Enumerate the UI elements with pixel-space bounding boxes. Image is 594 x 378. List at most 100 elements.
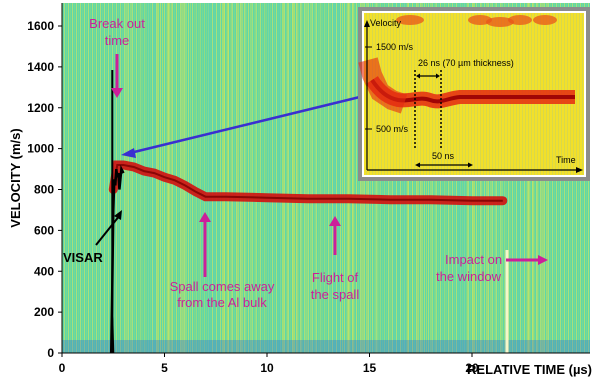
texture-band <box>194 3 197 353</box>
texture-band <box>315 3 316 353</box>
visar-arrowhead <box>114 210 122 220</box>
inset-blob <box>396 15 424 25</box>
inset-ramp-band <box>358 57 408 114</box>
y-tick-label: 600 <box>34 223 54 237</box>
visar-base-marks <box>110 316 115 353</box>
texture-band <box>231 3 232 353</box>
y-tick-label: 1000 <box>27 142 54 156</box>
x-tick-label: 20 <box>465 361 479 375</box>
inset-26ns-arrowhead-right <box>436 73 440 79</box>
texture-low-band <box>62 340 590 353</box>
texture-band <box>208 3 211 353</box>
impact-arrowhead <box>538 255 548 265</box>
inset-y-label: Velocity <box>370 18 402 28</box>
x-tick-label: 10 <box>260 361 274 375</box>
texture-band <box>199 3 201 353</box>
texture-band <box>148 3 149 353</box>
y-tick-label: 800 <box>34 183 54 197</box>
texture-band <box>278 3 281 353</box>
inset-x-label: Time <box>556 155 576 165</box>
flight-arrowhead <box>329 216 341 226</box>
y-tick-label: 0 <box>47 346 54 360</box>
texture-band <box>342 3 343 353</box>
y-tick-label: 400 <box>34 264 54 278</box>
y-axis-ticks: 0 200 400 600 800 1000 1200 1400 1600 <box>27 19 62 360</box>
texture-band <box>213 3 215 353</box>
inset-blob <box>468 15 492 25</box>
spall-label-line-2: from the Al bulk <box>177 295 267 310</box>
inset-pointer-arrow <box>129 93 369 155</box>
inset-blob <box>533 15 557 25</box>
inset-top-blobs <box>396 15 557 27</box>
texture-band <box>282 3 284 353</box>
impact-label-line-1: Impact on <box>445 252 502 267</box>
y-tick-label: 200 <box>34 305 54 319</box>
visar-arrow <box>95 214 121 246</box>
texture-band <box>324 3 326 353</box>
visar-label: VISAR <box>63 250 103 265</box>
inset-x-arrowhead <box>576 167 583 173</box>
inset-50ns-arrowhead-right <box>468 162 473 168</box>
inset-tick-1500: 1500 m/s <box>376 42 414 52</box>
texture-band <box>227 3 229 353</box>
texture-band <box>250 3 253 353</box>
inset-pointer-arrowhead <box>121 148 136 158</box>
texture-band <box>268 3 270 353</box>
x-tick-label: 5 <box>161 361 168 375</box>
texture-band <box>218 3 219 353</box>
texture-band <box>347 3 350 353</box>
inset-26ns-label: 26 ns (70 µm thickness) <box>418 58 514 68</box>
texture-band <box>292 3 295 353</box>
texture-band <box>352 3 354 353</box>
texture-band <box>296 3 298 353</box>
inset-50ns-label: 50 ns <box>432 151 455 161</box>
texture-band <box>259 3 260 353</box>
y-tick-label: 1200 <box>27 101 54 115</box>
texture-band <box>125 3 128 353</box>
x-axis-title: RELATIVE TIME (µs) <box>467 362 592 377</box>
texture-band <box>264 3 267 353</box>
break-out-label-line-2: time <box>105 33 130 48</box>
break-out-label-line-1: Break out <box>89 16 145 31</box>
texture-band <box>241 3 243 353</box>
texture-band <box>273 3 274 353</box>
break-out-arrowhead <box>111 88 123 98</box>
texture-band <box>236 3 239 353</box>
texture-band <box>185 3 187 353</box>
spall-arrowhead <box>199 212 211 222</box>
flight-label-line-2: the spall <box>311 287 360 302</box>
impact-label-line-2: the window <box>436 269 502 284</box>
texture-band <box>255 3 257 353</box>
inset-blob <box>486 17 514 27</box>
x-tick-label: 15 <box>363 361 377 375</box>
texture-band <box>190 3 191 353</box>
flight-label-line-1: Flight of <box>312 270 359 285</box>
texture-band <box>181 3 184 353</box>
texture-band <box>144 3 146 353</box>
texture-band <box>130 3 132 353</box>
spall-velocity-trace-core <box>112 164 503 202</box>
texture-band <box>301 3 302 353</box>
texture-band <box>333 3 336 353</box>
texture-band <box>204 3 205 353</box>
texture-band <box>245 3 246 353</box>
x-tick-label: 0 <box>59 361 66 375</box>
texture-band <box>329 3 330 353</box>
texture-band <box>356 3 357 353</box>
y-axis-title: VELOCITY (m/s) <box>8 128 23 227</box>
inset-26ns-arrowhead-left <box>416 73 420 79</box>
inset-blob <box>508 15 532 25</box>
texture-band <box>134 3 135 353</box>
inset-panel: Velocity Time 1500 m/s 500 m/s 26 ns (70… <box>358 7 590 181</box>
texture-band <box>222 3 225 353</box>
spall-label-line-1: Spall comes away <box>170 279 275 294</box>
y-tick-label: 1400 <box>27 60 54 74</box>
texture-band <box>310 3 312 353</box>
texture-band <box>338 3 340 353</box>
inset-50ns-arrowhead-left <box>415 162 420 168</box>
texture-band <box>319 3 322 353</box>
visar-base-spike <box>110 316 115 353</box>
inset-tick-500: 500 m/s <box>376 124 409 134</box>
texture-band <box>305 3 308 353</box>
